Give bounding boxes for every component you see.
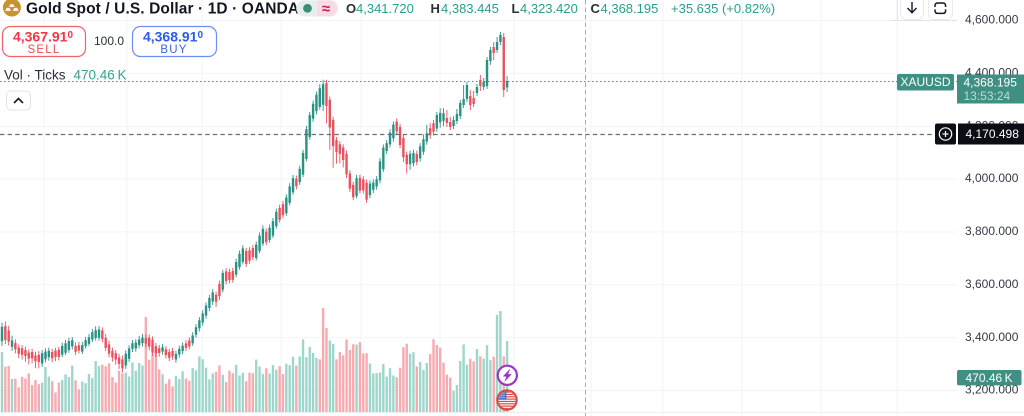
svg-text:H: H xyxy=(431,1,440,16)
svg-text:3,400.000: 3,400.000 xyxy=(965,330,1019,344)
svg-text:O: O xyxy=(346,1,356,16)
svg-text:XAUUSD: XAUUSD xyxy=(900,75,950,89)
svg-text:BUY: BUY xyxy=(160,44,187,56)
svg-text:3,600.000: 3,600.000 xyxy=(965,277,1019,291)
svg-text:4,000.000: 4,000.000 xyxy=(965,171,1019,185)
svg-text:4,323.420: 4,323.420 xyxy=(520,1,578,16)
svg-text:L: L xyxy=(512,1,520,16)
svg-text:4,368.195: 4,368.195 xyxy=(964,75,1018,89)
svg-text:≈: ≈ xyxy=(322,1,330,18)
svg-text:4,600.000: 4,600.000 xyxy=(965,13,1019,27)
svg-text:13:53:24: 13:53:24 xyxy=(964,89,1011,103)
svg-text:4,383.445: 4,383.445 xyxy=(441,1,499,16)
svg-text:470.46 K: 470.46 K xyxy=(74,68,127,83)
svg-text:4,368.195: 4,368.195 xyxy=(601,1,659,16)
svg-text:3,800.000: 3,800.000 xyxy=(965,224,1019,238)
svg-text:100.0: 100.0 xyxy=(94,34,124,48)
svg-text:470.46 K: 470.46 K xyxy=(966,371,1013,385)
svg-text:4,170.498: 4,170.498 xyxy=(966,127,1020,141)
svg-text:4,368.910: 4,368.910 xyxy=(143,28,204,44)
svg-text:C: C xyxy=(591,1,601,16)
svg-text:4,367.910: 4,367.910 xyxy=(13,28,74,44)
svg-text:4,341.720: 4,341.720 xyxy=(356,1,414,16)
svg-text:Gold Spot / U.S. Dollar · 1D ·: Gold Spot / U.S. Dollar · 1D · OANDA xyxy=(26,0,299,17)
svg-text:3,200.000: 3,200.000 xyxy=(965,383,1019,397)
svg-text:SELL: SELL xyxy=(28,44,61,56)
svg-text:Vol · Ticks: Vol · Ticks xyxy=(4,68,66,83)
svg-text:+35.635 (+0.82%): +35.635 (+0.82%) xyxy=(671,1,775,16)
